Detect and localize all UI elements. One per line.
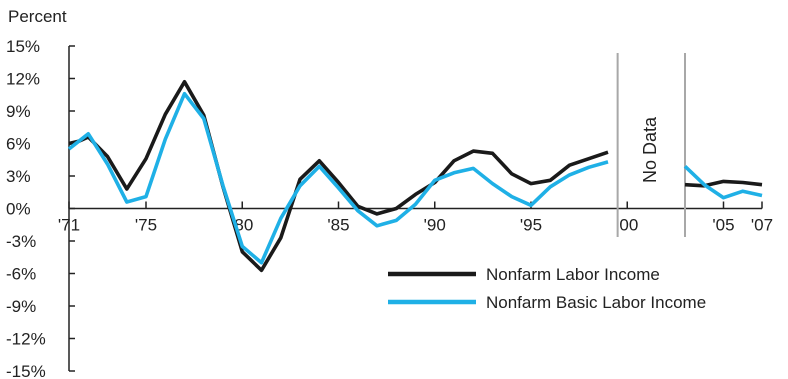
legend: Nonfarm Labor Income Nonfarm Basic Labor … xyxy=(388,265,706,312)
x-tick-label: '90 xyxy=(424,216,446,235)
no-data-region: No Data xyxy=(616,53,686,237)
y-tick-label: 12% xyxy=(6,70,40,89)
legend-label: Nonfarm Labor Income xyxy=(486,265,660,284)
x-tick-label: '71 xyxy=(58,216,80,235)
y-axis-label: Percent xyxy=(8,7,67,26)
x-tick-label: '00 xyxy=(616,216,638,235)
x-axis: '71'75'80'85'90'95'00'05'07 xyxy=(58,201,773,235)
y-tick-label: -12% xyxy=(6,330,46,349)
y-axis: 15% 12% 9% 6% 3% 0% -3% -6% -9% -12% -15% xyxy=(6,37,75,379)
x-tick-label: '95 xyxy=(520,216,542,235)
x-tick-label: '85 xyxy=(327,216,349,235)
series-line-nonfarm-labor-income-segment-2 xyxy=(684,179,763,188)
series-line-nonfarm-basic-labor-income-segment-1 xyxy=(67,91,609,265)
x-tick-label: '05 xyxy=(712,216,734,235)
y-tick-label: -15% xyxy=(6,362,46,379)
series-lines xyxy=(67,80,763,273)
y-tick-label: 15% xyxy=(6,37,40,56)
y-tick-label: 3% xyxy=(6,167,31,186)
no-data-label: No Data xyxy=(640,116,660,183)
x-tick-label: '75 xyxy=(135,216,157,235)
series-line-nonfarm-labor-income-segment-1 xyxy=(68,80,609,273)
y-tick-label: 9% xyxy=(6,102,31,121)
y-tick-label: -6% xyxy=(6,265,36,284)
series-line-nonfarm-basic-labor-income-segment-2 xyxy=(683,164,763,200)
legend-label: Nonfarm Basic Labor Income xyxy=(486,293,706,312)
y-tick-label: 6% xyxy=(6,135,31,154)
y-tick-label: -9% xyxy=(6,297,36,316)
x-tick-label: '07 xyxy=(751,216,773,235)
y-tick-label: 0% xyxy=(6,200,31,219)
y-tick-label: -3% xyxy=(6,232,36,251)
